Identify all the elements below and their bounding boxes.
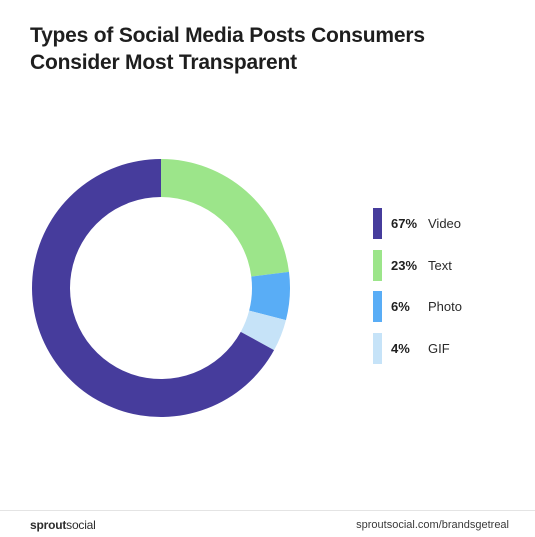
legend-percent-gif: 4% xyxy=(391,340,410,356)
legend-label-gif: GIF xyxy=(428,340,450,356)
donut-slice-photo xyxy=(249,271,290,321)
donut-slice-video xyxy=(31,159,275,417)
legend-swatch-gif xyxy=(373,332,382,364)
legend-swatch-text xyxy=(373,249,382,281)
legend-item-gif: 4% GIF xyxy=(373,332,462,375)
footer-divider xyxy=(0,510,535,511)
legend-percent-video: 67% xyxy=(391,216,418,231)
legend-percent-photo: 6% xyxy=(391,299,410,314)
legend-percent-text: 23% xyxy=(391,257,418,273)
legend-item-video: 67% Video xyxy=(373,208,462,250)
brand-logo: sproutsocial xyxy=(30,518,96,532)
legend-label-photo: Photo xyxy=(428,299,462,314)
donut-slice-gif xyxy=(240,310,286,351)
donut-slice-text xyxy=(161,159,289,277)
legend-item-photo: 6% Photo xyxy=(373,291,462,333)
chart-legend: 67% Video 23% Text 6% Photo 4% GIF xyxy=(373,208,462,374)
legend-swatch-photo xyxy=(373,291,382,322)
chart-title: Types of Social Media Posts Consumers Co… xyxy=(30,24,425,74)
legend-label-video: Video xyxy=(428,216,462,231)
legend-swatch-video xyxy=(373,208,382,239)
legend-item-text: 23% Text xyxy=(373,249,462,292)
legend-label-text: Text xyxy=(428,257,452,273)
footer-url: sproutsocial.com/brandsgetreal xyxy=(356,519,509,531)
